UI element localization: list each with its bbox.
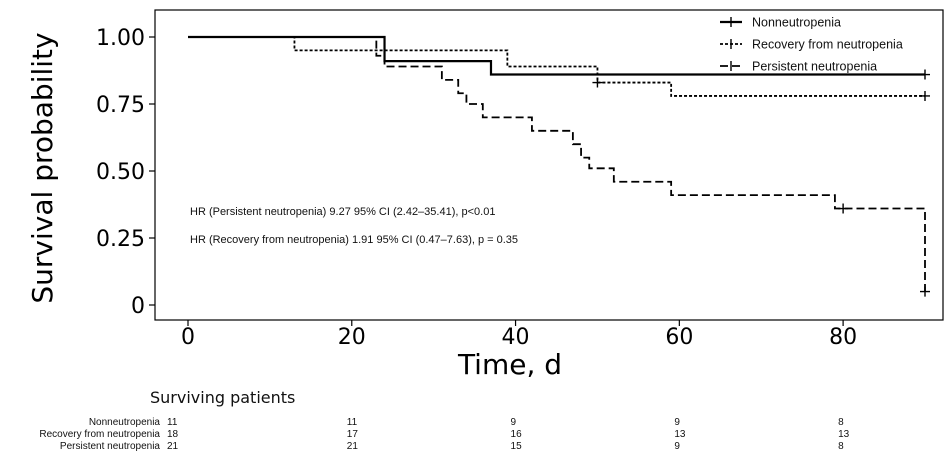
risk-table-row-name: Persistent neutropenia [60, 441, 161, 452]
risk-table-cell: 9 [674, 417, 680, 428]
risk-table-cell: 9 [511, 417, 517, 428]
risk-table: Nonneutropenia 11 11 9 9 8 Recovery from neutr… [39, 417, 849, 452]
risk-table-row-name: Recovery from neutropenia [39, 429, 160, 440]
legend-label: Persistent neutropenia [752, 60, 877, 74]
y-tick-label: 0.25 [96, 227, 145, 252]
risk-table-cell: 9 [674, 441, 680, 452]
risk-table-cell: 13 [674, 429, 686, 440]
series-line-2 [188, 36, 926, 292]
risk-table-cell: 13 [838, 429, 850, 440]
censor-mark [920, 286, 930, 297]
risk-table-cell: 11 [347, 417, 358, 428]
censor-mark [920, 90, 930, 101]
censor-mark [838, 203, 849, 214]
risk-table-cell: 15 [511, 441, 523, 452]
y-axis-title: Survival probability [26, 32, 59, 303]
legend-label: Nonneutropenia [752, 16, 841, 30]
x-tick-label: 80 [829, 325, 857, 350]
risk-table-cell: 17 [347, 429, 359, 440]
series-line-1 [188, 36, 925, 97]
risk-table-cell: 11 [167, 417, 178, 428]
y-tick-label: 0.50 [96, 160, 145, 185]
risk-table-cell: 21 [167, 441, 179, 452]
risk-table-cell: 21 [347, 441, 359, 452]
legend-label: Recovery from neutropenia [752, 38, 903, 52]
legend: Nonneutropenia Recovery from neutropenia P… [720, 16, 903, 74]
risk-table-cell: 8 [838, 417, 844, 428]
x-tick-label: 60 [665, 325, 693, 350]
x-tick-label: 0 [181, 325, 195, 350]
y-axis: 0 0.25 0.50 0.75 1.00 [96, 26, 155, 319]
risk-table-cell: 8 [838, 441, 844, 452]
annotation-hr-persistent: HR (Persistent neutropenia) 9.27 95% CI … [190, 206, 495, 218]
series-layer [188, 35, 930, 297]
risk-table-cell: 16 [511, 429, 523, 440]
y-tick-label: 0.75 [96, 93, 145, 118]
risk-table-title: Surviving patients [150, 388, 295, 407]
risk-table-cell: 18 [167, 429, 179, 440]
y-tick-label: 1.00 [96, 26, 145, 51]
censor-mark [592, 77, 603, 88]
x-axis: 0 20 40 60 80 [181, 320, 857, 350]
annotation-hr-recovery: HR (Recovery from neutropenia) 1.91 95% … [190, 234, 518, 246]
y-tick-label: 0 [131, 294, 145, 319]
x-tick-label: 20 [338, 325, 366, 350]
x-tick-label: 40 [502, 325, 530, 350]
censor-mark [920, 69, 930, 80]
risk-table-row-name: Nonneutropenia [89, 417, 161, 428]
x-axis-title: Time, d [457, 348, 562, 381]
plot-panel [154, 9, 944, 321]
